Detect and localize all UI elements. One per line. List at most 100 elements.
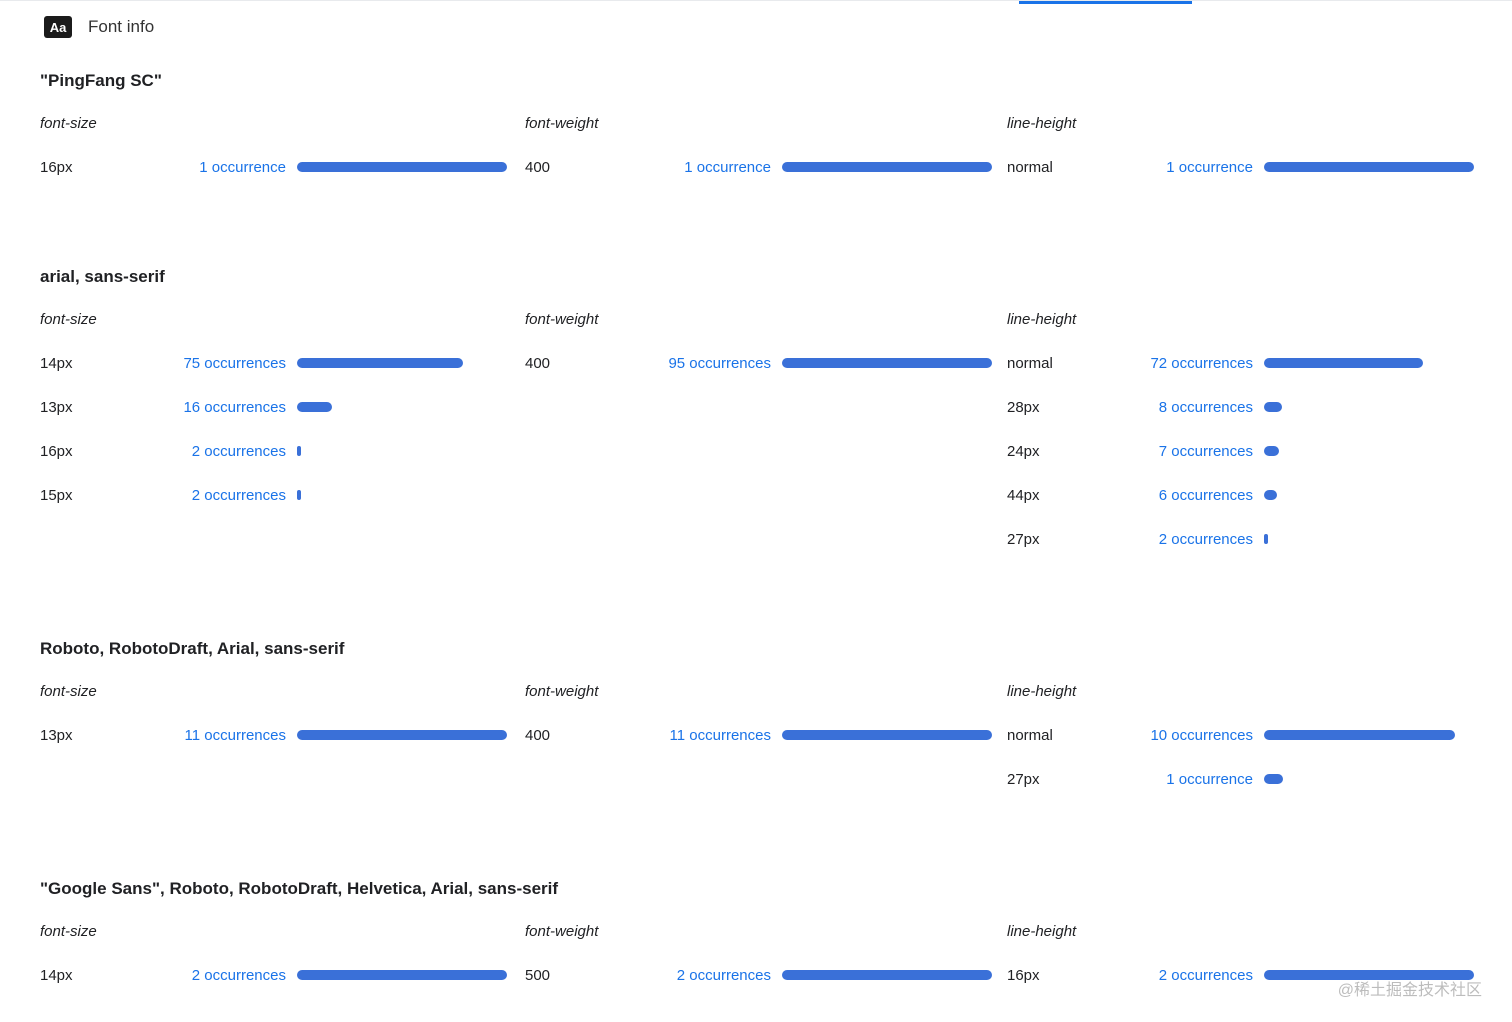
- metric-rows: normal 1 occurrence: [1007, 157, 1476, 177]
- occurrence-link[interactable]: 2 occurrences: [191, 442, 286, 460]
- occurrence-link[interactable]: 1 occurrence: [199, 158, 286, 176]
- occurrence-link[interactable]: 1 occurrence: [1166, 770, 1253, 788]
- occurrence-bar-track: [297, 446, 507, 456]
- occurrence-link[interactable]: 7 occurrences: [1158, 442, 1253, 460]
- occurrence-bar: [297, 402, 332, 412]
- occurrence-link[interactable]: 10 occurrences: [1150, 726, 1253, 744]
- metric-column-label: font-size: [40, 923, 97, 940]
- metric-value: 15px: [40, 486, 73, 504]
- metric-columns: font-size 13px 11 occurrences font-weigh…: [40, 683, 1476, 813]
- occurrence-link[interactable]: 1 occurrence: [684, 158, 771, 176]
- metric-column: font-weight 400 1 occurrence: [525, 115, 1007, 201]
- occurrence-bar: [297, 162, 507, 172]
- metric-column: font-weight 500 2 occurrences: [525, 923, 1007, 1009]
- metric-row: 16px 2 occurrences: [1007, 965, 1476, 985]
- metric-row: normal 72 occurrences: [1007, 353, 1476, 373]
- metric-column-label: font-weight: [525, 115, 599, 132]
- occurrence-link[interactable]: 6 occurrences: [1158, 486, 1253, 504]
- metric-value: 24px: [1007, 442, 1040, 460]
- metric-column: font-size 13px 11 occurrences: [40, 683, 525, 769]
- font-info-icon: Aa: [44, 16, 72, 38]
- occurrence-link[interactable]: 72 occurrences: [1150, 354, 1253, 372]
- metric-column-label: line-height: [1007, 923, 1077, 940]
- metric-value: 500: [525, 966, 551, 984]
- metric-row: 13px 16 occurrences: [40, 397, 525, 417]
- occurrence-link[interactable]: 75 occurrences: [183, 354, 286, 372]
- metric-column: font-weight 400 11 occurrences: [525, 683, 1007, 769]
- occurrence-link[interactable]: 95 occurrences: [668, 354, 771, 372]
- occurrence-link[interactable]: 2 occurrences: [1158, 530, 1253, 548]
- occurrence-link[interactable]: 2 occurrences: [191, 486, 286, 504]
- metric-column: font-size 14px 75 occurrences 13px 16 oc…: [40, 311, 525, 529]
- metric-value: 16px: [40, 158, 73, 176]
- occurrence-bar-track: [1264, 402, 1474, 412]
- metric-value: 14px: [40, 354, 73, 372]
- metric-column-label: font-size: [40, 311, 97, 328]
- metric-row: 400 1 occurrence: [525, 157, 1007, 177]
- metric-column: line-height 16px 2 occurrences: [1007, 923, 1476, 1009]
- occurrence-bar-track: [1264, 534, 1474, 544]
- metric-value: 13px: [40, 398, 73, 416]
- occurrence-link[interactable]: 2 occurrences: [676, 966, 771, 984]
- metric-value: 400: [525, 354, 551, 372]
- occurrence-link[interactable]: 8 occurrences: [1158, 398, 1253, 416]
- metric-column-label: line-height: [1007, 683, 1077, 700]
- font-family-heading: arial, sans-serif: [40, 267, 165, 286]
- metric-value: 27px: [1007, 530, 1040, 548]
- metric-value: 400: [525, 158, 551, 176]
- metric-rows: 16px 2 occurrences: [1007, 965, 1476, 985]
- font-sections-container: "PingFang SC" font-size 16px 1 occurrenc…: [0, 71, 1512, 1009]
- metric-row: 16px 1 occurrence: [40, 157, 525, 177]
- occurrence-bar: [782, 162, 992, 172]
- occurrence-bar-track: [782, 970, 992, 980]
- occurrence-link[interactable]: 1 occurrence: [1166, 158, 1253, 176]
- occurrence-bar-track: [297, 730, 507, 740]
- metric-columns: font-size 16px 1 occurrence font-weight …: [40, 115, 1476, 201]
- metric-row: 400 11 occurrences: [525, 725, 1007, 745]
- metric-value: normal: [1007, 726, 1053, 744]
- occurrence-bar-track: [1264, 358, 1474, 368]
- metric-row: 14px 75 occurrences: [40, 353, 525, 373]
- occurrence-link[interactable]: 11 occurrences: [669, 726, 771, 744]
- occurrence-bar-track: [1264, 162, 1474, 172]
- metric-value: 13px: [40, 726, 73, 744]
- metric-row: 15px 2 occurrences: [40, 485, 525, 505]
- occurrence-bar-track: [297, 402, 507, 412]
- occurrence-bar-track: [297, 970, 507, 980]
- occurrence-link[interactable]: 2 occurrences: [191, 966, 286, 984]
- metric-rows: 14px 2 occurrences: [40, 965, 525, 985]
- metric-column: line-height normal 72 occurrences 28px 8…: [1007, 311, 1476, 573]
- font-family-heading: "Google Sans", Roboto, RobotoDraft, Helv…: [40, 879, 559, 898]
- metric-value: normal: [1007, 354, 1053, 372]
- occurrence-bar: [1264, 402, 1282, 412]
- metric-row: 27px 1 occurrence: [1007, 769, 1476, 789]
- font-family-section: Roboto, RobotoDraft, Arial, sans-serif f…: [40, 639, 1476, 813]
- occurrence-bar-track: [297, 490, 507, 500]
- font-family-heading: Roboto, RobotoDraft, Arial, sans-serif: [40, 639, 345, 658]
- metric-value: 16px: [40, 442, 73, 460]
- occurrence-bar: [1264, 358, 1423, 368]
- metric-column: font-size 14px 2 occurrences: [40, 923, 525, 1009]
- occurrence-link[interactable]: 11 occurrences: [184, 726, 286, 744]
- occurrence-bar-track: [782, 162, 992, 172]
- occurrence-bar-track: [297, 358, 507, 368]
- metric-column: font-weight 400 95 occurrences: [525, 311, 1007, 397]
- metric-column-label: font-size: [40, 683, 97, 700]
- occurrence-link[interactable]: 2 occurrences: [1158, 966, 1253, 984]
- metric-column: line-height normal 1 occurrence: [1007, 115, 1476, 201]
- occurrence-bar: [782, 358, 992, 368]
- metric-row: 500 2 occurrences: [525, 965, 1007, 985]
- occurrence-bar: [1264, 446, 1279, 456]
- metric-rows: 14px 75 occurrences 13px 16 occurrences …: [40, 353, 525, 505]
- metric-value: normal: [1007, 158, 1053, 176]
- metric-row: 400 95 occurrences: [525, 353, 1007, 373]
- occurrence-bar: [1264, 534, 1268, 544]
- metric-row: 28px 8 occurrences: [1007, 397, 1476, 417]
- metric-value: 16px: [1007, 966, 1040, 984]
- occurrence-bar-track: [1264, 970, 1474, 980]
- occurrence-bar-track: [1264, 490, 1474, 500]
- metric-rows: 400 1 occurrence: [525, 157, 1007, 177]
- occurrence-link[interactable]: 16 occurrences: [183, 398, 286, 416]
- metric-rows: 13px 11 occurrences: [40, 725, 525, 745]
- occurrence-bar: [1264, 730, 1455, 740]
